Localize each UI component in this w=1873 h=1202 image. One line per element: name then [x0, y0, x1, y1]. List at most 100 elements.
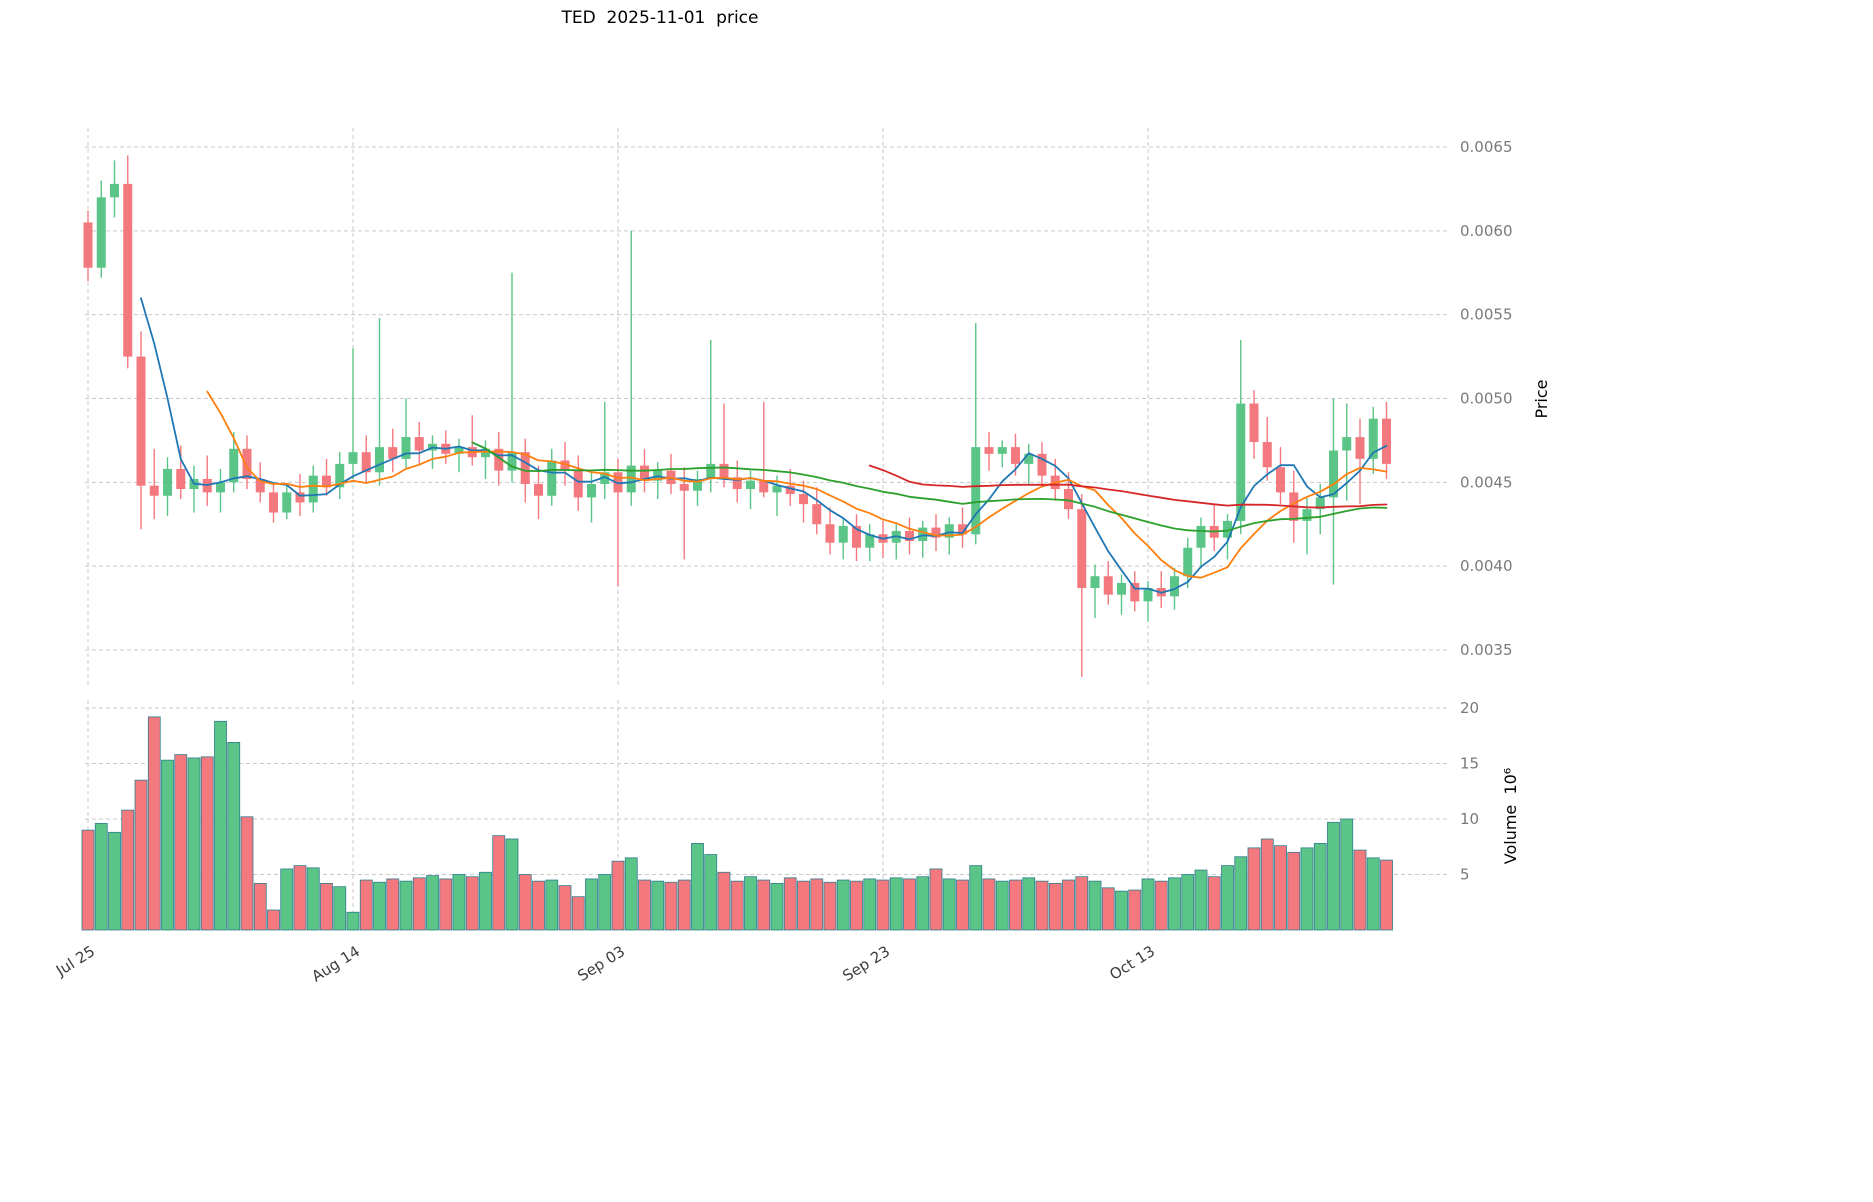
moving-average-layer [140, 297, 1388, 594]
volume-bar [836, 879, 850, 931]
candle-body [693, 478, 702, 491]
candle-body [852, 525, 861, 548]
volume-bar [465, 876, 479, 931]
volume-tick-label: 15 [1460, 755, 1479, 773]
volume-tick-label: 5 [1460, 866, 1470, 884]
volume-bar [638, 879, 651, 931]
volume-bar [585, 878, 598, 931]
chart-title: TED 2025-11-01 price [561, 8, 759, 28]
volume-bar [1035, 880, 1049, 931]
volume-bar [956, 879, 969, 931]
candle-body [1382, 418, 1391, 464]
volume-bar [359, 879, 373, 931]
candle-body [931, 527, 941, 538]
volume-bar [280, 868, 294, 931]
volume-bar [121, 809, 135, 931]
volume-bar [969, 865, 983, 931]
candle-body [83, 222, 93, 268]
candle-body [560, 460, 570, 471]
volume-bar [240, 816, 254, 931]
x-tick-label: Jul 25 [52, 942, 98, 980]
volume-bar [81, 829, 95, 931]
volume-bar [320, 882, 333, 931]
candle-body [1276, 467, 1285, 493]
candle-body [984, 447, 994, 454]
volume-bar [1048, 882, 1062, 931]
volume-bar [982, 878, 996, 931]
price-tick-label: 0.0045 [1460, 473, 1513, 491]
candle-body [905, 530, 914, 542]
volume-bar [611, 860, 625, 931]
volume-bar [412, 877, 426, 931]
volume-bar [1300, 847, 1314, 931]
candle-body [1130, 582, 1140, 602]
candle-body [1064, 489, 1073, 510]
volume-bar [1287, 851, 1301, 931]
candle-body [176, 468, 186, 490]
volume-bar [134, 779, 148, 931]
volume-bar [1128, 889, 1142, 931]
candle-body [1342, 437, 1352, 451]
volume-tick-label: 10 [1460, 810, 1479, 828]
volume-axis-label: Volume 10⁶ [1501, 768, 1520, 864]
volume-bar [1101, 887, 1115, 931]
candle-body [375, 447, 384, 473]
volume-bar [227, 742, 241, 931]
volume-bar [187, 757, 201, 931]
volume-bar [717, 871, 731, 931]
volume-bar [333, 886, 347, 931]
candle-body [1037, 453, 1047, 476]
volume-bar [876, 879, 890, 931]
candle-body [587, 484, 596, 498]
candle-body [520, 452, 530, 485]
volume-bar [306, 867, 320, 931]
candle-body [348, 452, 358, 464]
candle-body [1249, 403, 1259, 443]
volume-bar [651, 880, 665, 931]
candle-body [785, 485, 795, 495]
candle-body [825, 524, 835, 543]
volume-bar [532, 880, 545, 931]
candle-body [600, 472, 610, 485]
candle-body [295, 492, 305, 503]
volume-bar [1115, 890, 1128, 931]
volume-bar [810, 878, 824, 931]
candle-body [1143, 587, 1153, 602]
volume-bar [1062, 879, 1075, 931]
volume-bar [1088, 880, 1102, 931]
volume-bar [267, 909, 280, 931]
candles-layer [83, 155, 1391, 677]
candle-body [1355, 437, 1365, 459]
candle-body [958, 524, 967, 535]
volume-bar [1022, 877, 1036, 931]
volume-bar [730, 880, 744, 931]
x-tick-label: Sep 03 [574, 942, 628, 985]
volume-bar [1340, 818, 1354, 931]
volume-bar [518, 874, 532, 931]
volume-bar [1353, 849, 1367, 931]
volume-bar [1221, 865, 1234, 931]
volume-layer [81, 716, 1393, 931]
volume-bar [505, 838, 519, 931]
volume-bar [545, 879, 559, 931]
volume-bar [1207, 876, 1221, 931]
candle-body [706, 463, 716, 479]
x-tick-label: Oct 13 [1106, 942, 1158, 984]
volume-bar [293, 865, 307, 931]
candle-body [242, 448, 252, 479]
volume-bar [399, 880, 413, 931]
volume-bar [373, 881, 386, 931]
candle-body [944, 524, 954, 538]
candle-body [679, 484, 689, 491]
candle-body [918, 527, 928, 542]
volume-bar [995, 880, 1009, 931]
candle-body [1103, 576, 1113, 595]
volume-bar [1234, 856, 1248, 931]
candle-body [388, 447, 398, 459]
volume-bar [929, 868, 943, 931]
volume-bar [903, 878, 916, 931]
candle-body [136, 356, 146, 486]
volume-bar [161, 759, 174, 931]
volume-bar [863, 878, 877, 931]
price-tick-label: 0.0050 [1460, 390, 1513, 408]
